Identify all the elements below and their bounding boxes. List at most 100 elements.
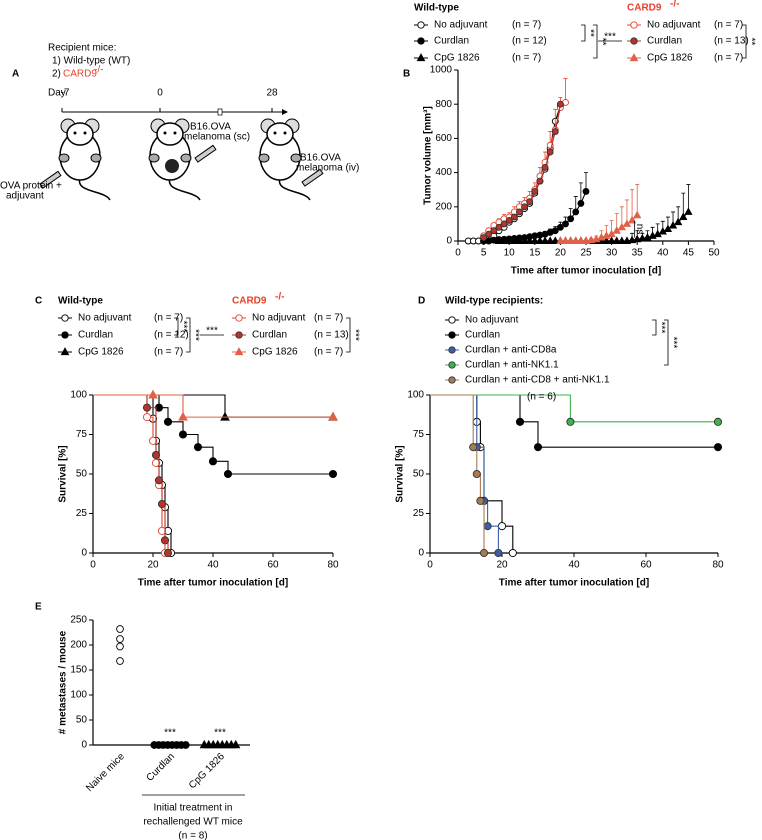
data-point bbox=[510, 236, 519, 244]
legend-n: (n = 7) bbox=[714, 20, 743, 31]
data-point bbox=[500, 220, 508, 228]
series-line bbox=[430, 394, 718, 423]
y-tick-label: 50 bbox=[413, 469, 425, 480]
x-tick-label: 35 bbox=[632, 248, 644, 259]
x-tick-label: 0 bbox=[90, 560, 96, 571]
y-tick-label: 50 bbox=[76, 715, 88, 726]
panel-label: A bbox=[12, 69, 19, 80]
significance-bracket bbox=[186, 317, 191, 353]
legend-n: (n = 7) bbox=[512, 20, 541, 31]
diagram-text: CARD9 bbox=[63, 69, 97, 80]
day-label: Day bbox=[48, 88, 66, 99]
legend-n: (n = 12) bbox=[154, 330, 189, 341]
data-point bbox=[495, 223, 503, 231]
data-point bbox=[490, 227, 498, 235]
legend-label: CpG 1826 bbox=[78, 347, 124, 358]
data-point bbox=[515, 208, 523, 216]
day-label: 0 bbox=[157, 88, 163, 99]
y-axis-label: Tumor volume [mm³] bbox=[423, 106, 434, 205]
annotation: ns bbox=[634, 224, 645, 235]
legend-marker bbox=[61, 331, 69, 339]
x-tick-label: 20 bbox=[147, 560, 159, 571]
y-axis-label: # metastases / mouse bbox=[58, 630, 69, 734]
legend-label: No adjuvant bbox=[434, 20, 488, 31]
legend-n: (n = 13) bbox=[314, 330, 349, 341]
data-point bbox=[479, 548, 489, 558]
data-point bbox=[627, 215, 637, 224]
significance-label: *** bbox=[655, 322, 666, 334]
significance-label: *** bbox=[206, 326, 218, 337]
data-point bbox=[617, 236, 626, 244]
data-point bbox=[713, 417, 723, 426]
panel-label: C bbox=[35, 296, 42, 307]
legend-marker bbox=[448, 331, 456, 339]
legend-n: (n = 7) bbox=[512, 53, 541, 64]
x-axis-label: Initial treatment in bbox=[154, 803, 233, 814]
legend-marker bbox=[235, 314, 243, 322]
data-point bbox=[577, 199, 585, 207]
legend-label: Curdlan bbox=[252, 330, 287, 341]
x-tick-label: 60 bbox=[267, 560, 279, 571]
y-tick-label: 400 bbox=[435, 167, 452, 178]
data-point bbox=[476, 496, 485, 505]
significance-label: *** bbox=[349, 329, 360, 341]
diagram-text: B16.OVA bbox=[300, 153, 341, 164]
data-point bbox=[178, 430, 188, 439]
significance-label: *** bbox=[164, 728, 176, 739]
data-point bbox=[562, 220, 569, 228]
legend-title: CARD9 bbox=[627, 3, 662, 14]
data-point bbox=[508, 548, 517, 558]
legend-label: Curdlan bbox=[78, 330, 113, 341]
data-point bbox=[178, 411, 188, 421]
legend-n: (n = 7) bbox=[314, 313, 343, 324]
y-tick-label: 100 bbox=[70, 690, 87, 701]
panel-label: E bbox=[35, 602, 42, 613]
x-tick-label: 45 bbox=[683, 248, 695, 259]
significance-label: *** bbox=[214, 728, 226, 739]
tumor bbox=[165, 159, 179, 173]
data-point bbox=[536, 177, 544, 185]
y-tick-label: 250 bbox=[70, 615, 87, 626]
mouse-foot bbox=[180, 153, 192, 163]
legend-marker bbox=[235, 331, 243, 339]
data-point bbox=[220, 411, 230, 421]
data-point bbox=[499, 236, 509, 244]
data-point bbox=[485, 230, 493, 238]
data-point bbox=[116, 642, 124, 651]
data-point bbox=[551, 236, 560, 244]
legend-marker bbox=[448, 346, 456, 354]
legend-title: CARD9 bbox=[232, 296, 267, 307]
x-tick-label: 60 bbox=[640, 560, 652, 571]
diagram-text: -/- bbox=[94, 65, 103, 76]
data-point bbox=[633, 210, 642, 219]
legend-label: No adjuvant bbox=[78, 313, 132, 324]
y-tick-label: 800 bbox=[435, 99, 452, 110]
diagram-text: adjuvant bbox=[6, 191, 44, 202]
legend-marker bbox=[630, 21, 638, 29]
mouse-eye bbox=[273, 131, 277, 135]
y-tick-label: 200 bbox=[70, 640, 87, 651]
data-point bbox=[540, 236, 550, 244]
syringe bbox=[39, 170, 62, 189]
data-point bbox=[530, 236, 539, 244]
y-tick-label: 0 bbox=[418, 548, 424, 559]
legend-marker bbox=[448, 376, 456, 384]
y-axis-label: Survival [%] bbox=[58, 445, 69, 502]
mouse-eye bbox=[283, 131, 287, 135]
x-tick-label: 40 bbox=[657, 248, 669, 259]
diagram-text: 2) bbox=[52, 69, 61, 80]
significance-label: *** bbox=[189, 329, 200, 341]
data-point bbox=[566, 417, 575, 426]
syringe bbox=[194, 144, 217, 163]
y-tick-label: 75 bbox=[413, 429, 425, 440]
x-axis-label: Time after tumor inoculation [d] bbox=[138, 578, 288, 589]
data-point bbox=[148, 389, 158, 399]
data-point bbox=[556, 100, 564, 108]
x-tick-label: 80 bbox=[712, 560, 724, 571]
y-tick-label: 200 bbox=[435, 201, 452, 212]
mouse-head bbox=[156, 122, 184, 146]
mouse-eye bbox=[173, 131, 177, 135]
x-tick-label: 40 bbox=[568, 560, 580, 571]
data-point bbox=[505, 236, 514, 244]
x-tick-label: 30 bbox=[606, 248, 618, 259]
